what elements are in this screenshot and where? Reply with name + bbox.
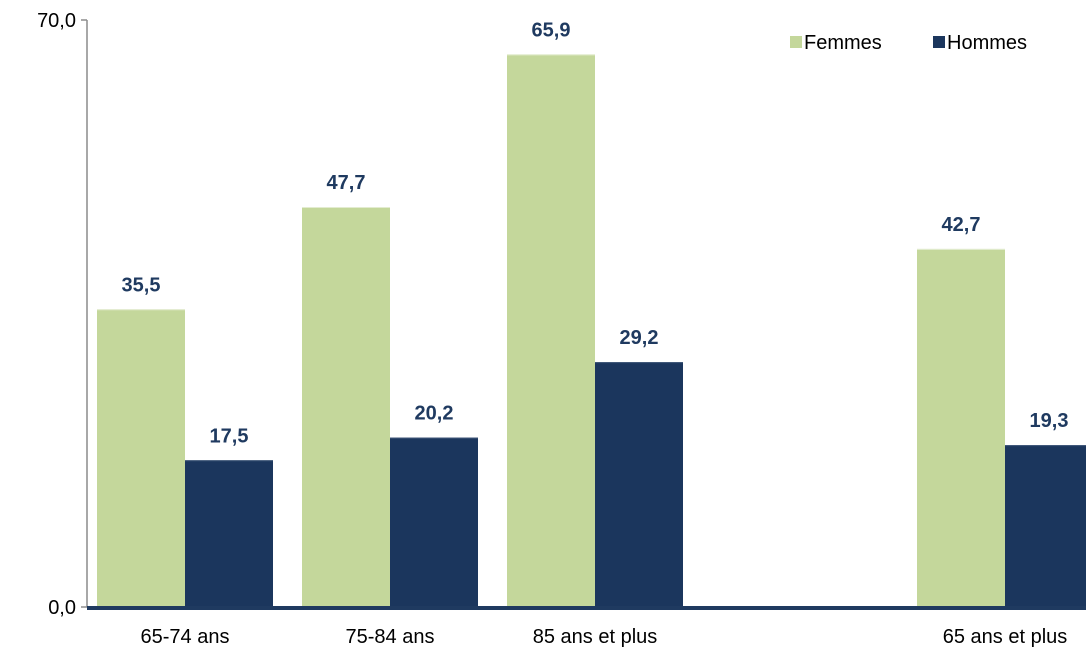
- x-tick-label: 65-74 ans: [141, 626, 230, 648]
- bar-hommes-0: [185, 460, 273, 607]
- value-labels: 35,5 17,5 47,7 20,2 65,9 29,2 42,7 19,3: [122, 19, 1069, 447]
- bar-hommes-4: [1005, 445, 1086, 607]
- y-tick-label: 0,0: [48, 597, 76, 619]
- legend-swatch-hommes: [933, 36, 945, 48]
- x-tick-label: 85 ans et plus: [533, 626, 658, 648]
- legend-label-femmes: Femmes: [804, 32, 882, 54]
- y-axis: 0,0 70,0: [37, 10, 88, 619]
- x-axis: 65-74 ans 75-84 ans 85 ans et plus 65 ans e…: [87, 606, 1086, 648]
- x-tick-label: 65 ans et plus: [943, 626, 1068, 648]
- value-label-hommes-2: 29,2: [620, 327, 659, 349]
- value-label-hommes-4: 19,3: [1030, 410, 1069, 432]
- legend: Femmes Hommes: [790, 32, 1027, 54]
- y-tick-label: 70,0: [37, 10, 76, 32]
- x-tick-label: 75-84 ans: [346, 626, 435, 648]
- bar-hommes-2: [595, 362, 683, 607]
- bars: [97, 54, 1086, 608]
- bar-femmes-4: [917, 248, 1005, 607]
- bar-femmes-2: [507, 54, 595, 608]
- value-label-hommes-0: 17,5: [210, 425, 249, 447]
- x-axis-line: [87, 606, 1086, 610]
- value-label-femmes-2: 65,9: [532, 19, 571, 41]
- bar-hommes-1: [390, 437, 478, 607]
- value-label-femmes-4: 42,7: [942, 214, 981, 236]
- value-label-femmes-1: 47,7: [327, 172, 366, 194]
- legend-label-hommes: Hommes: [947, 32, 1027, 54]
- legend-swatch-femmes: [790, 36, 802, 48]
- value-label-hommes-1: 20,2: [415, 403, 454, 425]
- bar-femmes-1: [302, 207, 390, 607]
- value-label-femmes-0: 35,5: [122, 274, 161, 296]
- bar-femmes-0: [97, 309, 185, 607]
